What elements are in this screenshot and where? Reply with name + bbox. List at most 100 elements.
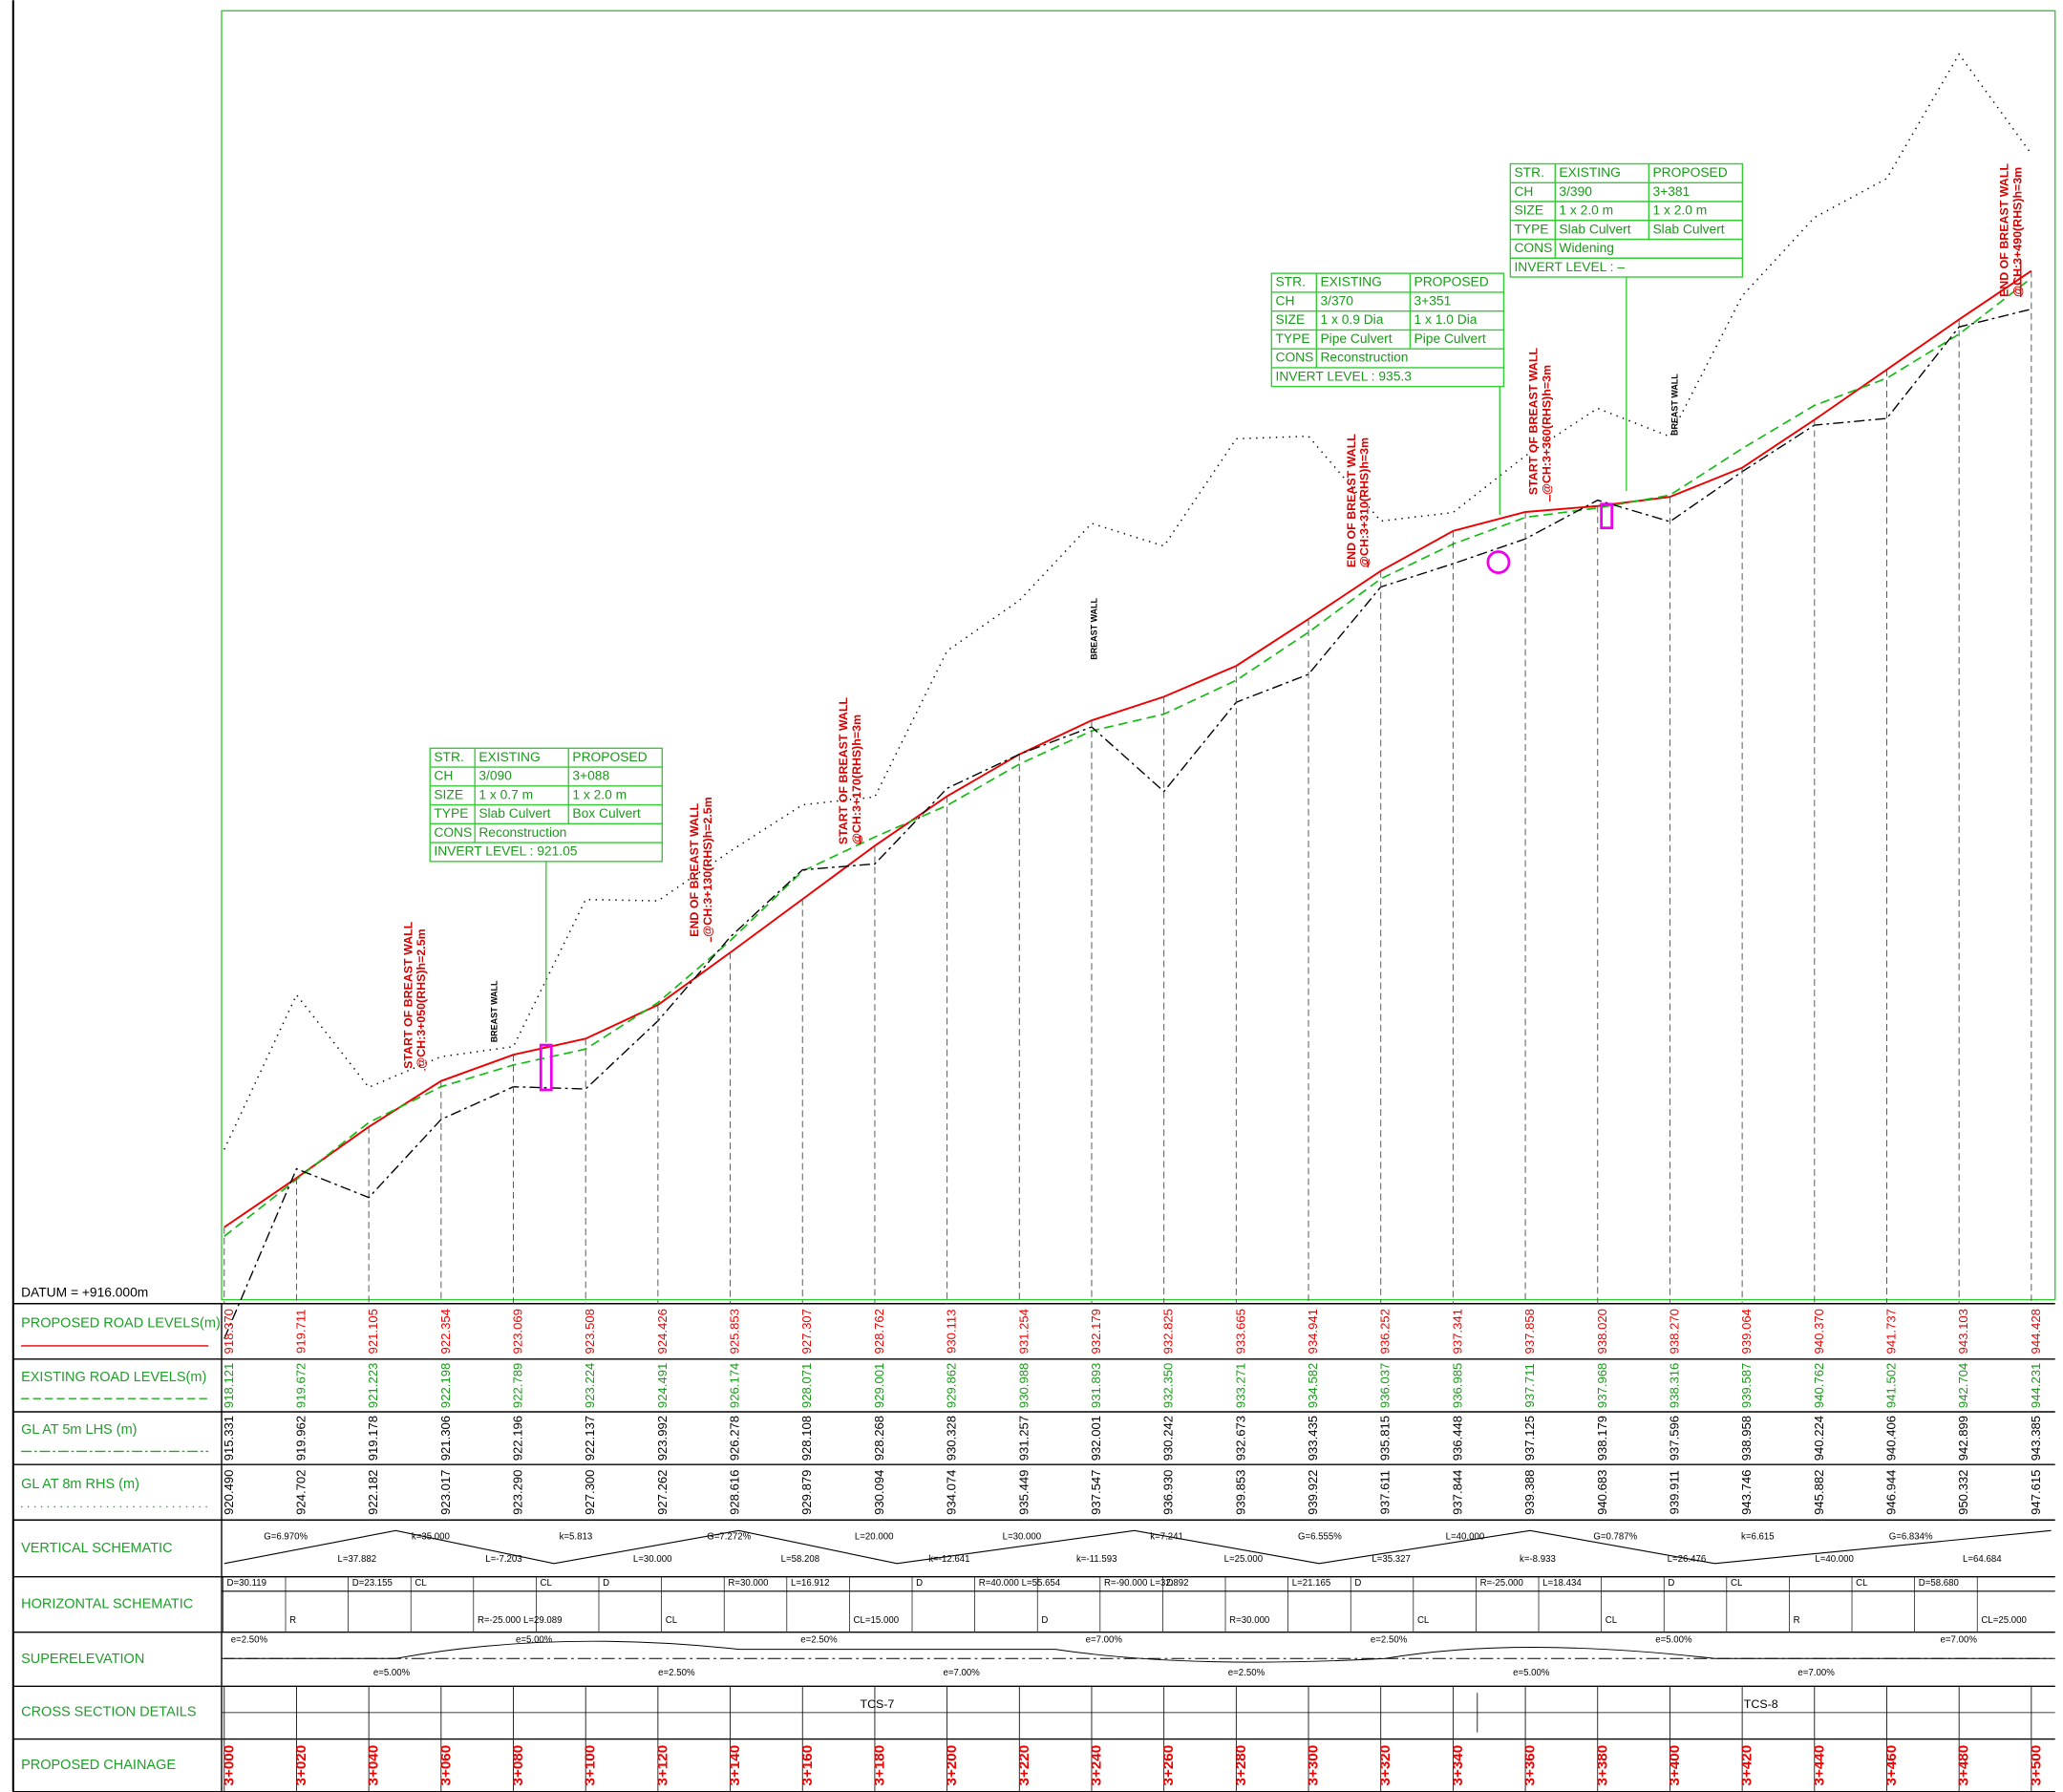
level-value: 927.262	[655, 1470, 670, 1515]
level-value: 932.179	[1089, 1309, 1103, 1354]
level-value: 938.179	[1595, 1416, 1609, 1461]
horizontal-schematic-text: L=18.434	[1542, 1578, 1582, 1589]
level-value: 926.278	[728, 1416, 742, 1461]
level-value: 944.428	[2029, 1309, 2043, 1354]
level-value: 925.853	[728, 1309, 742, 1354]
breast-wall-title: END OF BREAST WALL	[1345, 434, 1358, 567]
culvert-symbol	[539, 1043, 553, 1092]
level-value: 935.815	[1378, 1416, 1393, 1461]
level-value: 943.103	[1956, 1309, 1970, 1354]
level-value: 915.331	[222, 1416, 236, 1461]
breast-wall-chainage: @CH:3+170(RHS)h=3m	[850, 715, 863, 844]
superelevation-text: e=5.00%	[373, 1668, 411, 1678]
level-value: 924.426	[655, 1309, 670, 1354]
horizontal-schematic-text: CL	[666, 1615, 678, 1626]
horizontal-schematic-text: CL	[1856, 1578, 1868, 1589]
level-value: 930.094	[872, 1470, 886, 1515]
vertical-schematic-text: L=25.000	[1224, 1554, 1264, 1565]
horizontal-schematic-text: D	[1354, 1578, 1361, 1589]
vertical-schematic-text: G=0.787%	[1593, 1532, 1637, 1543]
structure-cell: 3/370	[1320, 292, 1353, 308]
structure-cell: CONS	[1514, 240, 1552, 255]
level-value: 922.137	[583, 1416, 597, 1461]
level-value: 921.105	[366, 1309, 380, 1354]
level-value: 937.858	[1522, 1309, 1537, 1354]
structure-cell: SIZE	[434, 786, 463, 801]
level-value: 918.370	[222, 1309, 236, 1354]
vertical-schematic-text: L=64.684	[1963, 1554, 2002, 1565]
row-label: PROPOSED ROAD LEVELS(m)	[21, 1315, 221, 1331]
row-label: GL AT 8m RHS (m)	[21, 1477, 139, 1492]
breast-wall-title: START OF BREAST WALL	[1526, 348, 1540, 496]
structure-cell: PROPOSED	[572, 749, 647, 764]
structure-cell: 1 x 2.0 m	[1652, 203, 1707, 218]
level-value: 919.711	[293, 1310, 308, 1354]
level-value: 924.491	[655, 1363, 670, 1408]
level-value: 926.174	[728, 1363, 742, 1408]
structure-cell: 3+088	[572, 768, 609, 783]
level-value: 938.020	[1595, 1309, 1609, 1354]
level-value: 936.448	[1450, 1416, 1464, 1461]
structure-cell: SIZE	[1275, 311, 1305, 327]
level-value: 937.341	[1450, 1309, 1464, 1354]
chainage-label: 3+360	[1522, 1745, 1539, 1786]
structure-cell: INVERT LEVEL : 935.3	[1275, 368, 1412, 383]
vertical-schematic-text: L=30.000	[1003, 1532, 1042, 1543]
breast-wall-label: BREAST WALL	[489, 980, 499, 1042]
horizontal-schematic-text: R=-25.000	[1480, 1578, 1523, 1589]
vertical-schematic-text: k=-12.641	[928, 1554, 969, 1565]
level-value: 942.704	[1956, 1363, 1970, 1408]
structure-cell: PROPOSED	[1652, 164, 1727, 180]
superelevation-text: e=2.50%	[1371, 1634, 1408, 1645]
level-value: 928.108	[799, 1416, 814, 1461]
structure-cell: 3+351	[1414, 292, 1452, 308]
structure-box: STR. EXISTING PROPOSED CH 3/390 3+381 SIZE 1 x …	[1509, 162, 1744, 278]
level-value: 922.196	[511, 1416, 525, 1461]
horizontal-schematic-text: R	[1794, 1615, 1800, 1626]
horizontal-schematic-text: D	[1041, 1615, 1048, 1626]
level-value: 940.370	[1812, 1309, 1826, 1354]
vertical-schematic-text: L=40.000	[1446, 1532, 1485, 1543]
level-value: 933.665	[1233, 1309, 1247, 1354]
chainage-label: 3+040	[366, 1745, 382, 1786]
vertical-schematic-text: L=37.882	[338, 1554, 377, 1565]
vertical-schematic-text: G=6.834%	[1889, 1532, 1933, 1543]
vertical-schematic-text: k=7.241	[1150, 1532, 1183, 1543]
culvert-symbol	[1486, 550, 1511, 575]
level-value: 923.017	[438, 1470, 453, 1515]
level-value: 933.271	[1233, 1363, 1247, 1408]
superelevation-text: e=7.00%	[1797, 1668, 1835, 1678]
level-value: 937.547	[1089, 1470, 1103, 1515]
level-value: 939.064	[1739, 1309, 1754, 1354]
level-value: 927.307	[799, 1309, 814, 1354]
vertical-schematic-text: k=6.615	[1741, 1532, 1775, 1543]
level-value: 937.711	[1522, 1363, 1537, 1407]
level-value: 940.224	[1812, 1416, 1826, 1461]
chainage-label: 3+060	[437, 1745, 454, 1786]
structure-cell: Pipe Culvert	[1320, 331, 1392, 346]
breast-wall-label: BREAST WALL	[1090, 597, 1099, 659]
structure-cell: Box Culvert	[572, 805, 640, 821]
structure-cell: 3/090	[479, 768, 512, 783]
structure-cell: EXISTING	[1559, 164, 1620, 180]
breast-wall-title: START OF BREAST WALL	[837, 697, 850, 845]
level-value: 940.762	[1812, 1363, 1826, 1408]
level-value: 920.490	[222, 1470, 236, 1515]
level-value: 936.985	[1450, 1363, 1464, 1408]
structure-cell: STR.	[434, 749, 463, 764]
level-value: 939.922	[1306, 1470, 1320, 1515]
level-value: 934.941	[1306, 1309, 1320, 1354]
row-label: EXISTING ROAD LEVELS(m)	[21, 1370, 206, 1385]
row-label: GL AT 5m LHS (m)	[21, 1422, 137, 1438]
chainage-label: 3+280	[1233, 1745, 1249, 1786]
level-value: 921.223	[366, 1363, 380, 1408]
vertical-schematic-text: L=20.000	[855, 1532, 894, 1543]
level-value: 919.962	[293, 1416, 308, 1461]
chainage-label: 3+380	[1594, 1745, 1610, 1786]
horizontal-schematic-text: R=-25.000 L=29.089	[478, 1615, 563, 1626]
horizontal-schematic-text: L=21.165	[1292, 1578, 1331, 1589]
superelevation-text: e=5.00%	[1513, 1668, 1550, 1678]
structure-cell: Reconstruction	[1320, 350, 1408, 365]
level-value: 939.853	[1233, 1470, 1247, 1515]
